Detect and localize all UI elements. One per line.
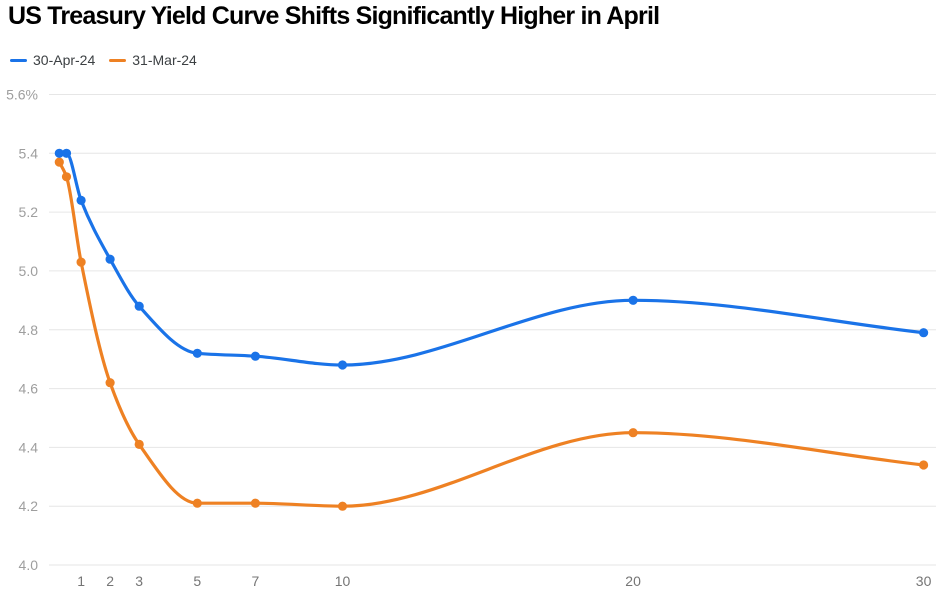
y-axis-label: 5.6% bbox=[6, 87, 38, 103]
data-point-31-mar-24 bbox=[192, 498, 202, 508]
legend-line-swatch-icon bbox=[109, 58, 127, 62]
data-point-31-mar-24 bbox=[337, 501, 348, 511]
y-axis-label: 5.4 bbox=[19, 145, 39, 161]
y-axis-label: 5.2 bbox=[19, 204, 39, 220]
legend-item-31-mar-24: 31-Mar-24 bbox=[109, 52, 197, 68]
legend-item-30-apr-24: 30-Apr-24 bbox=[10, 52, 95, 68]
data-point-31-mar-24 bbox=[105, 378, 115, 388]
data-point-30-apr-24 bbox=[105, 254, 115, 264]
legend-label: 31-Mar-24 bbox=[132, 52, 197, 68]
x-axis-label: 7 bbox=[252, 573, 260, 589]
data-point-30-apr-24 bbox=[54, 148, 64, 158]
x-axis-label: 10 bbox=[335, 573, 351, 589]
y-axis-label: 4.8 bbox=[19, 322, 39, 338]
x-axis-label: 5 bbox=[193, 573, 201, 589]
data-point-31-mar-24 bbox=[919, 460, 929, 470]
data-point-30-apr-24 bbox=[61, 148, 72, 158]
data-point-30-apr-24 bbox=[192, 348, 202, 358]
y-axis-label: 4.0 bbox=[19, 557, 39, 573]
data-point-31-mar-24 bbox=[76, 257, 86, 267]
y-axis-label: 5.0 bbox=[19, 263, 39, 279]
series-line-30-apr-24 bbox=[57, 151, 926, 367]
legend: 30-Apr-24 31-Mar-24 bbox=[10, 52, 197, 68]
x-axis-label: 20 bbox=[625, 573, 641, 589]
data-point-31-mar-24 bbox=[628, 428, 638, 438]
data-point-31-mar-24 bbox=[250, 498, 260, 508]
y-axis-label: 4.2 bbox=[19, 498, 39, 514]
legend-line-swatch-icon bbox=[10, 58, 27, 62]
data-point-30-apr-24 bbox=[250, 351, 260, 361]
data-point-30-apr-24 bbox=[919, 328, 929, 338]
x-axis-label: 1 bbox=[77, 573, 85, 589]
chart-title: US Treasury Yield Curve Shifts Significa… bbox=[8, 2, 660, 30]
data-point-31-mar-24 bbox=[54, 157, 64, 167]
series-line-31-mar-24 bbox=[57, 160, 926, 508]
x-axis-label: 3 bbox=[135, 573, 143, 589]
y-axis-label: 4.4 bbox=[19, 439, 39, 455]
y-axis-label: 4.6 bbox=[19, 381, 39, 397]
data-point-30-apr-24 bbox=[628, 295, 638, 305]
data-point-31-mar-24 bbox=[61, 172, 72, 182]
x-axis-label: 30 bbox=[916, 573, 932, 589]
x-axis-label: 2 bbox=[106, 573, 114, 589]
legend-label: 30-Apr-24 bbox=[33, 52, 96, 68]
data-point-31-mar-24 bbox=[134, 439, 144, 449]
data-point-30-apr-24 bbox=[76, 195, 86, 205]
data-point-30-apr-24 bbox=[337, 360, 348, 370]
data-point-30-apr-24 bbox=[134, 301, 144, 311]
